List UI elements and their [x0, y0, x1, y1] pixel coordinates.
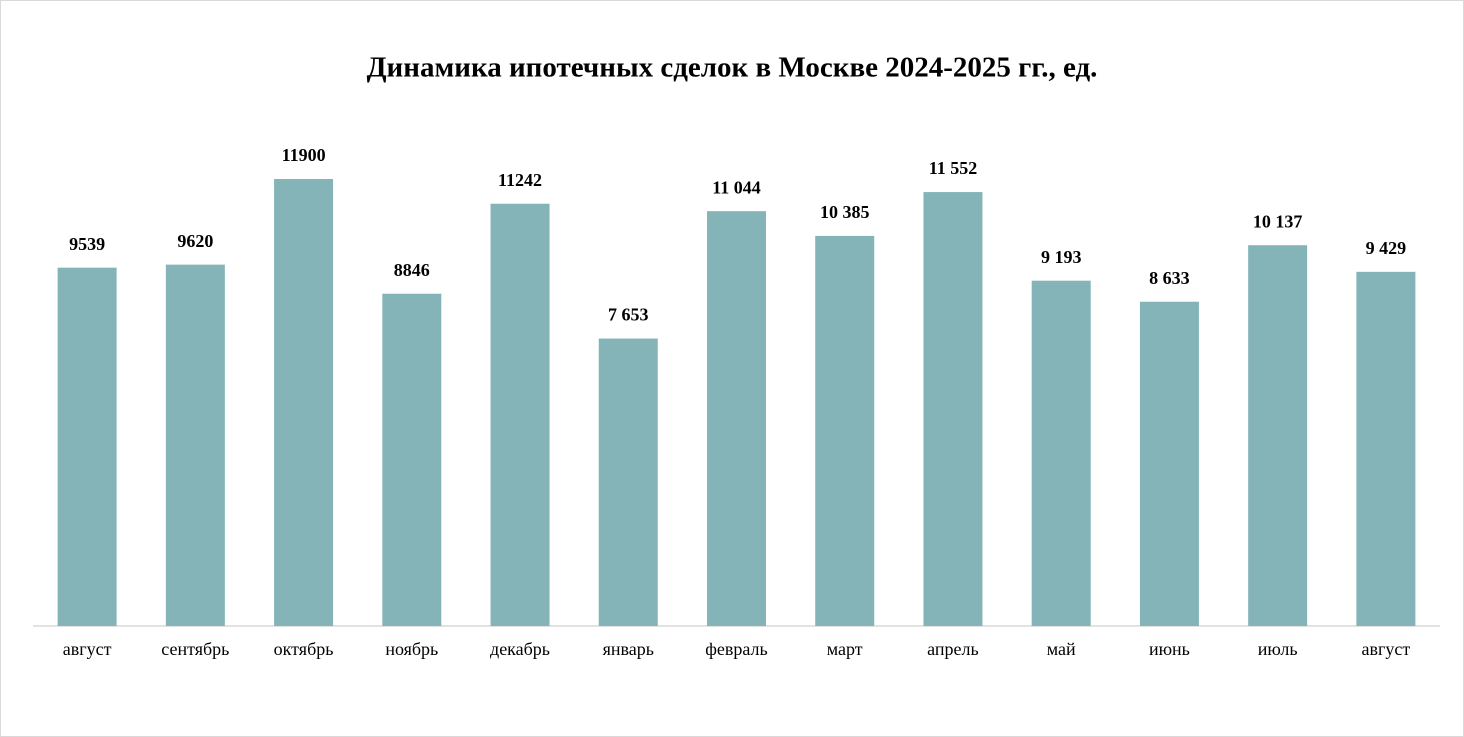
value-label: 9 429 — [1366, 238, 1407, 258]
value-label: 11 552 — [929, 158, 978, 178]
x-tick-label: декабрь — [490, 639, 550, 659]
value-label: 7 653 — [608, 305, 649, 325]
x-tick-label: февраль — [705, 639, 768, 659]
x-tick-label: январь — [603, 639, 654, 659]
x-tick-label: июнь — [1149, 639, 1190, 659]
value-label: 9620 — [177, 231, 213, 251]
value-label: 11900 — [282, 145, 326, 165]
value-label: 11 044 — [712, 177, 761, 197]
x-tick-label: сентябрь — [161, 639, 229, 659]
value-label: 8 633 — [1149, 268, 1190, 288]
bar — [382, 293, 442, 626]
x-tick-label: май — [1047, 639, 1076, 659]
value-label: 10 137 — [1253, 211, 1303, 231]
x-tick-label: март — [827, 639, 863, 659]
value-label: 10 385 — [820, 202, 870, 222]
bar — [490, 203, 550, 626]
bar — [274, 179, 334, 626]
value-label: 11242 — [498, 170, 542, 190]
bar — [1031, 280, 1091, 626]
chart-title: Динамика ипотечных сделок в Москве 2024-… — [367, 52, 1098, 84]
x-tick-label: август — [1362, 639, 1411, 659]
bar — [815, 235, 875, 626]
x-tick-label: октябрь — [274, 639, 334, 659]
value-label: 9539 — [69, 234, 105, 254]
bar — [707, 211, 766, 627]
value-label: 9 193 — [1041, 247, 1082, 267]
bar — [57, 267, 117, 626]
x-tick-label: август — [63, 639, 112, 659]
bar — [1248, 245, 1308, 626]
bar — [1356, 271, 1416, 626]
bar — [165, 264, 225, 626]
value-label: 8846 — [394, 260, 430, 280]
x-tick-label: июль — [1258, 639, 1298, 659]
bar — [1139, 301, 1199, 626]
bar — [598, 338, 658, 626]
x-tick-label: ноябрь — [385, 639, 438, 659]
bar — [923, 192, 983, 626]
x-tick-label: апрель — [927, 639, 979, 659]
